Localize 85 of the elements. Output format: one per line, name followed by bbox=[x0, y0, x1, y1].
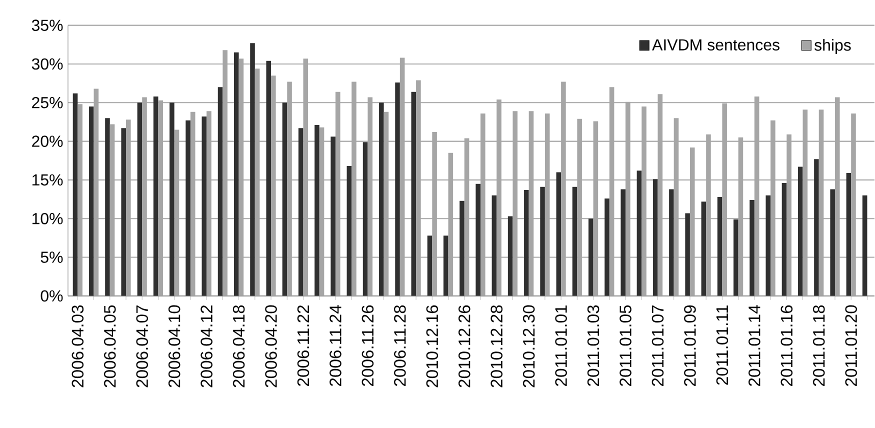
x-tick-label: 2011.01.01 bbox=[555, 306, 567, 386]
bar bbox=[798, 166, 803, 296]
legend-label: AIVDM sentences bbox=[652, 39, 780, 51]
bar bbox=[540, 186, 545, 296]
x-tick-label: 2006.04.05 bbox=[104, 305, 116, 388]
y-tick-label: 0% bbox=[40, 290, 63, 302]
x-tick-label: 2011.01.16 bbox=[780, 305, 793, 386]
bar bbox=[186, 120, 190, 296]
bar bbox=[170, 102, 174, 296]
x-tick-label: 2011.01.05 bbox=[620, 305, 632, 386]
bar bbox=[766, 195, 771, 296]
legend-label: ships bbox=[814, 39, 851, 54]
x-tick-label: 2010.12.28 bbox=[490, 305, 503, 388]
bar bbox=[427, 236, 432, 296]
y-tick-label: 25% bbox=[32, 97, 63, 108]
bar bbox=[298, 128, 304, 296]
x-tick-label: 2006.04.18 bbox=[232, 305, 245, 388]
bar bbox=[556, 172, 562, 296]
x-tick-label: 2011.01.09 bbox=[684, 305, 696, 386]
bar bbox=[782, 183, 787, 296]
bar bbox=[330, 136, 336, 296]
bar bbox=[202, 116, 207, 296]
y-tick-label: 5% bbox=[40, 252, 63, 263]
bar bbox=[460, 200, 464, 296]
bar bbox=[250, 43, 255, 296]
bar bbox=[379, 102, 384, 296]
x-tick-label: 2006.04.12 bbox=[200, 306, 212, 388]
bar bbox=[395, 82, 400, 296]
x-tick-label: 2006.11.24 bbox=[330, 305, 342, 386]
bar bbox=[105, 118, 110, 296]
bar bbox=[153, 96, 158, 296]
bar bbox=[121, 128, 126, 296]
bar bbox=[734, 219, 738, 296]
bar bbox=[411, 92, 416, 296]
x-tick-label: 2006.11.22 bbox=[297, 306, 310, 386]
bar bbox=[620, 189, 626, 296]
x-tick-label: 2010.12.26 bbox=[458, 305, 470, 388]
bar bbox=[508, 216, 513, 296]
x-tick-label: 2010.12.30 bbox=[522, 305, 535, 388]
x-tick-label: 2010.12.16 bbox=[426, 305, 438, 388]
bar bbox=[492, 195, 497, 296]
bar bbox=[266, 60, 272, 296]
bar bbox=[137, 102, 142, 296]
bar bbox=[524, 190, 529, 296]
x-tick-label: 2011.01.11 bbox=[716, 306, 728, 385]
x-tick-label: 2006.11.26 bbox=[362, 305, 374, 386]
y-tick-label: 10% bbox=[32, 213, 63, 224]
bar bbox=[346, 166, 352, 296]
x-tick-label: 2011.01.14 bbox=[748, 305, 760, 386]
x-tick-label: 2006.04.10 bbox=[168, 305, 180, 388]
bar bbox=[588, 218, 594, 296]
x-tick-label: 2006.04.03 bbox=[72, 305, 84, 388]
bar bbox=[604, 198, 610, 296]
bar bbox=[234, 52, 239, 296]
bar bbox=[652, 179, 658, 296]
x-tick-label: 2011.01.07 bbox=[652, 306, 664, 386]
bar bbox=[862, 195, 868, 296]
bar bbox=[701, 202, 706, 296]
x-tick-label: 2011.01.03 bbox=[587, 305, 600, 386]
x-tick-label: 2006.11.28 bbox=[394, 305, 406, 386]
y-tick-label: 30% bbox=[32, 58, 63, 70]
y-tick-label: 35% bbox=[32, 20, 63, 32]
bar bbox=[750, 200, 754, 296]
bar bbox=[814, 159, 819, 296]
bar bbox=[362, 142, 368, 296]
x-tick-label: 2006.04.20 bbox=[265, 305, 277, 388]
bar bbox=[669, 189, 674, 296]
y-tick-label: 20% bbox=[32, 136, 63, 147]
x-tick-label: 2011.01.18 bbox=[812, 305, 825, 386]
x-tick-label: 2006.04.07 bbox=[136, 306, 148, 388]
bar bbox=[636, 170, 642, 296]
bar bbox=[830, 189, 835, 296]
bar bbox=[846, 173, 852, 296]
bar bbox=[72, 93, 78, 296]
bar bbox=[314, 125, 320, 296]
bar bbox=[88, 106, 94, 296]
y-tick-label: 15% bbox=[32, 174, 63, 186]
bar bbox=[218, 87, 223, 296]
bar bbox=[572, 186, 578, 296]
bar bbox=[685, 213, 690, 296]
bar bbox=[282, 102, 288, 296]
x-tick-label: 2011.01.20 bbox=[845, 305, 857, 386]
bar bbox=[476, 184, 480, 296]
bar bbox=[717, 197, 722, 296]
bar bbox=[443, 236, 448, 296]
